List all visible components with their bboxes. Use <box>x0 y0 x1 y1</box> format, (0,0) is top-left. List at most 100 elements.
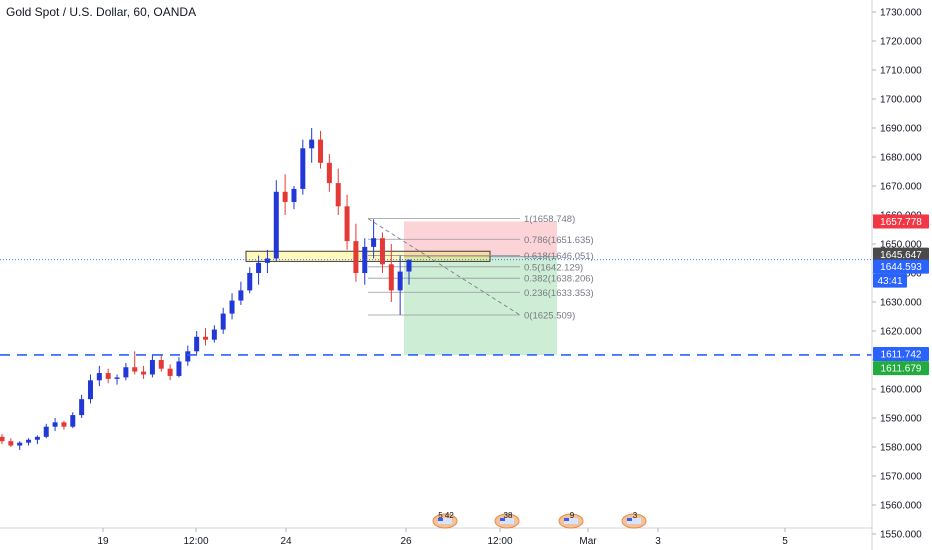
candle-body <box>167 368 173 376</box>
candle-body <box>132 367 138 372</box>
us-flag-stripes <box>627 518 641 524</box>
candle-body <box>247 273 253 291</box>
candle-body <box>371 238 377 247</box>
candle-body <box>256 262 262 273</box>
us-flag-canton <box>500 518 505 521</box>
candle-body <box>26 439 32 443</box>
price-tag-label: 1644.593 <box>880 262 922 273</box>
y-tick-label: 1630.000 <box>880 298 922 309</box>
candle-body <box>353 241 359 273</box>
candle-body <box>34 436 40 440</box>
candle-body <box>194 336 200 352</box>
candle-body <box>211 329 217 340</box>
candle-body <box>406 259 412 272</box>
us-flag-stripes <box>438 518 452 524</box>
candlestick-series <box>0 128 412 450</box>
candle-body <box>185 351 191 362</box>
event-count-label: 3 <box>633 511 638 520</box>
price-tag-box <box>873 273 907 288</box>
y-tick-label: 1610.000 <box>880 356 922 367</box>
candle-body <box>309 139 315 149</box>
candle-body <box>388 264 394 291</box>
candle-body <box>300 148 306 189</box>
us-flag-stripes <box>500 518 514 524</box>
price-tag-label: 1645.647 <box>880 250 922 261</box>
candle-body <box>326 162 332 184</box>
price-tag-label: 1611.679 <box>881 364 922 375</box>
take-profit-zone <box>404 256 557 355</box>
y-tick-label: 1570.000 <box>880 472 922 483</box>
chart-title: Gold Spot / U.S. Dollar, 60, OANDA <box>6 5 196 19</box>
overlay-layer <box>0 259 872 356</box>
event-markers[interactable]: 5 42 38 9 3 <box>432 511 647 529</box>
fib-level-label: 0.5(1642.129) <box>524 262 583 273</box>
candle-body <box>344 206 350 242</box>
candle-body <box>70 415 76 427</box>
candle-body <box>335 183 341 207</box>
fib-level-label: 0.382(1638.206) <box>524 274 594 285</box>
candle-body <box>203 336 208 340</box>
price-tag-box <box>873 214 929 229</box>
y-tick-label: 1670.000 <box>880 182 922 193</box>
candle-body <box>282 191 288 202</box>
y-tick-label: 1550.000 <box>880 530 922 541</box>
candle-body <box>291 188 297 202</box>
candle-body <box>158 360 164 369</box>
us-flag-stripes <box>564 518 578 524</box>
time-axis[interactable]: 19 12:00 24 26 12:00 Mar 3 5 <box>97 528 788 547</box>
candle-body <box>318 139 324 163</box>
y-tick-label: 1720.000 <box>880 37 922 48</box>
candle-body <box>264 258 270 263</box>
candle-body <box>52 422 58 427</box>
drawing-layer: 1(1658.748) 0.786(1651.635) 0.618(1646.051… <box>245 214 594 355</box>
fib-level-label: 0.236(1633.353) <box>524 288 594 299</box>
x-tick-label: Mar <box>579 536 597 547</box>
y-tick-label: 1710.000 <box>880 66 922 77</box>
x-tick-label: 26 <box>400 536 412 547</box>
us-flag-canton <box>627 518 632 521</box>
x-tick-label: 12:00 <box>487 536 512 547</box>
price-tag-label: 1657.778 <box>880 217 922 228</box>
fib-level-label: 1(1658.748) <box>524 214 575 225</box>
candle-body <box>61 422 67 427</box>
candle-body <box>238 290 244 301</box>
y-tick-label: 1560.000 <box>880 501 922 512</box>
candle-body <box>87 380 93 400</box>
price-tag-box <box>873 259 929 274</box>
y-tick-label: 1590.000 <box>880 414 922 425</box>
event-count-label: 5 42 <box>438 511 454 520</box>
y-tick-label: 1730.000 <box>880 8 922 19</box>
candle-body <box>123 367 129 378</box>
candle-body <box>149 360 155 375</box>
y-tick-label: 1620.000 <box>880 327 922 338</box>
candle-body <box>273 191 279 259</box>
fib-level-label: 0.618(1646.051) <box>524 251 594 262</box>
x-tick-label: 19 <box>97 536 109 547</box>
x-tick-label: 24 <box>280 536 292 547</box>
candle-body <box>0 436 5 442</box>
y-tick-label: 1700.000 <box>880 95 922 106</box>
price-tag-box <box>873 346 929 361</box>
candle-body <box>43 426 49 437</box>
candle-body <box>17 442 23 446</box>
candle-body <box>105 373 111 379</box>
y-tick-label: 1650.000 <box>880 240 922 251</box>
fib-level-label: 0(1625.509) <box>524 311 575 322</box>
price-tag-label: 43:41 <box>877 276 902 287</box>
price-tag-box <box>873 361 929 376</box>
candle-body <box>96 373 102 381</box>
x-tick-label: 12:00 <box>183 536 208 547</box>
y-tick-label: 1600.000 <box>880 385 922 396</box>
candle-body <box>229 300 235 314</box>
x-tick-label: 3 <box>655 536 661 547</box>
candle-body <box>141 371 147 375</box>
fib-level-label: 0.786(1651.635) <box>524 235 594 246</box>
event-count-label: 38 <box>504 511 513 520</box>
fib-trend-line <box>367 218 521 316</box>
candle-body <box>79 399 85 416</box>
candle-body <box>362 246 368 273</box>
y-tick-label: 1690.000 <box>880 124 922 135</box>
candle-body <box>379 238 385 265</box>
